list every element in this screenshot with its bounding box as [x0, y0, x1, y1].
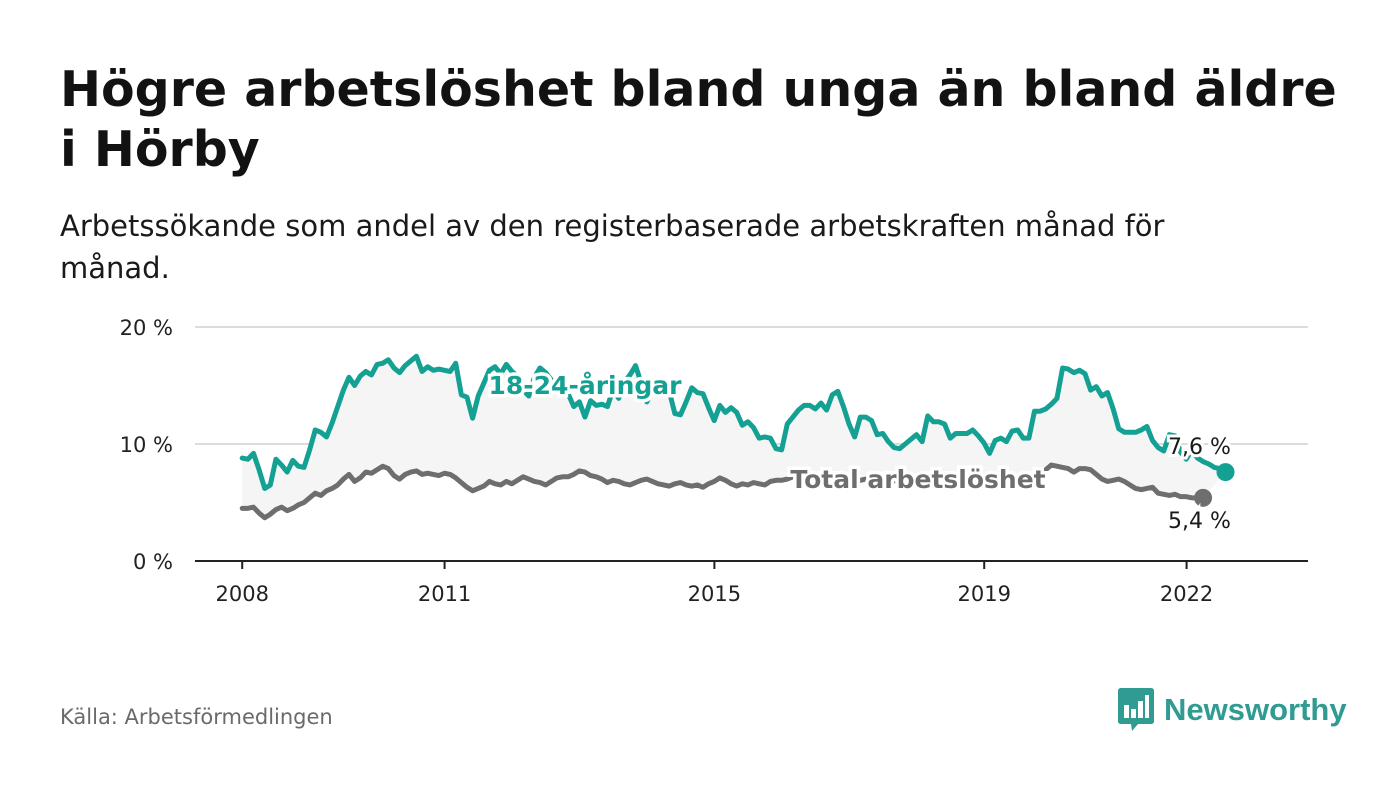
x-tick-label: 2019	[957, 582, 1010, 606]
chart-title: Högre arbetslöshet bland unga än bland ä…	[60, 61, 1337, 178]
source-note: Källa: Arbetsförmedlingen	[60, 705, 333, 729]
total-end-point	[1194, 488, 1213, 507]
brand-logo: Newsworthy	[1118, 688, 1347, 732]
total-series-label: Total arbetslöshet	[790, 465, 1045, 494]
youth-end-point	[1216, 463, 1235, 482]
youth-series-label: 18-24-åringar	[489, 371, 683, 400]
x-tick-label: 2011	[418, 582, 471, 606]
total-end-value-label: 5,4 %	[1168, 509, 1231, 534]
chart-subtitle: Arbetssökande som andel av den registerb…	[60, 209, 1165, 285]
brand-name: Newsworthy	[1164, 692, 1347, 727]
youth-series-line	[239, 353, 1229, 491]
newsworthy-logo-icon	[1118, 688, 1154, 731]
youth-end-value-label: 7,6 %	[1168, 435, 1231, 460]
y-tick-label: 20 %	[120, 316, 173, 340]
y-tick-label: 0 %	[133, 550, 173, 574]
total-series-line	[239, 462, 1206, 521]
y-tick-label: 10 %	[120, 433, 173, 457]
x-tick-label: 2008	[215, 582, 268, 606]
x-tick-label: 2022	[1160, 582, 1213, 606]
gap-band	[242, 356, 1226, 518]
x-tick-label: 2015	[688, 582, 741, 606]
